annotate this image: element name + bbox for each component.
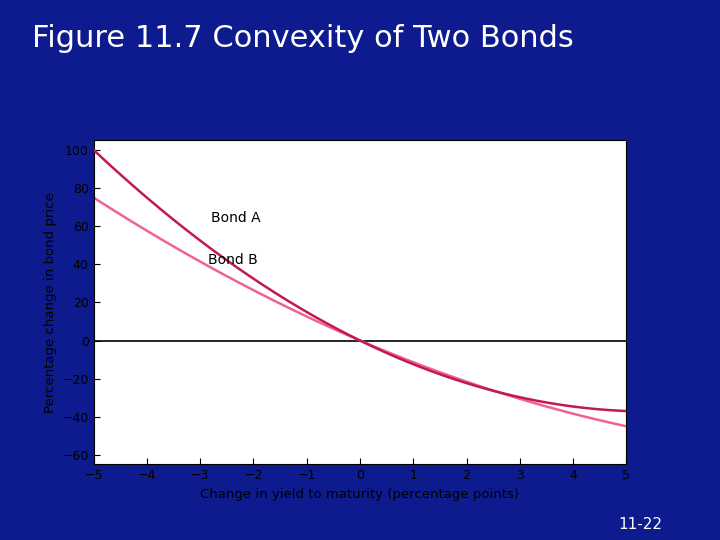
X-axis label: Change in yield to maturity (percentage points): Change in yield to maturity (percentage … — [200, 488, 520, 501]
Text: Bond A: Bond A — [211, 211, 261, 225]
Text: Bond B: Bond B — [208, 253, 258, 267]
Text: 11-22: 11-22 — [618, 517, 662, 532]
Y-axis label: Percentage change in bond price: Percentage change in bond price — [44, 192, 57, 413]
Text: Figure 11.7 Convexity of Two Bonds: Figure 11.7 Convexity of Two Bonds — [32, 24, 574, 53]
